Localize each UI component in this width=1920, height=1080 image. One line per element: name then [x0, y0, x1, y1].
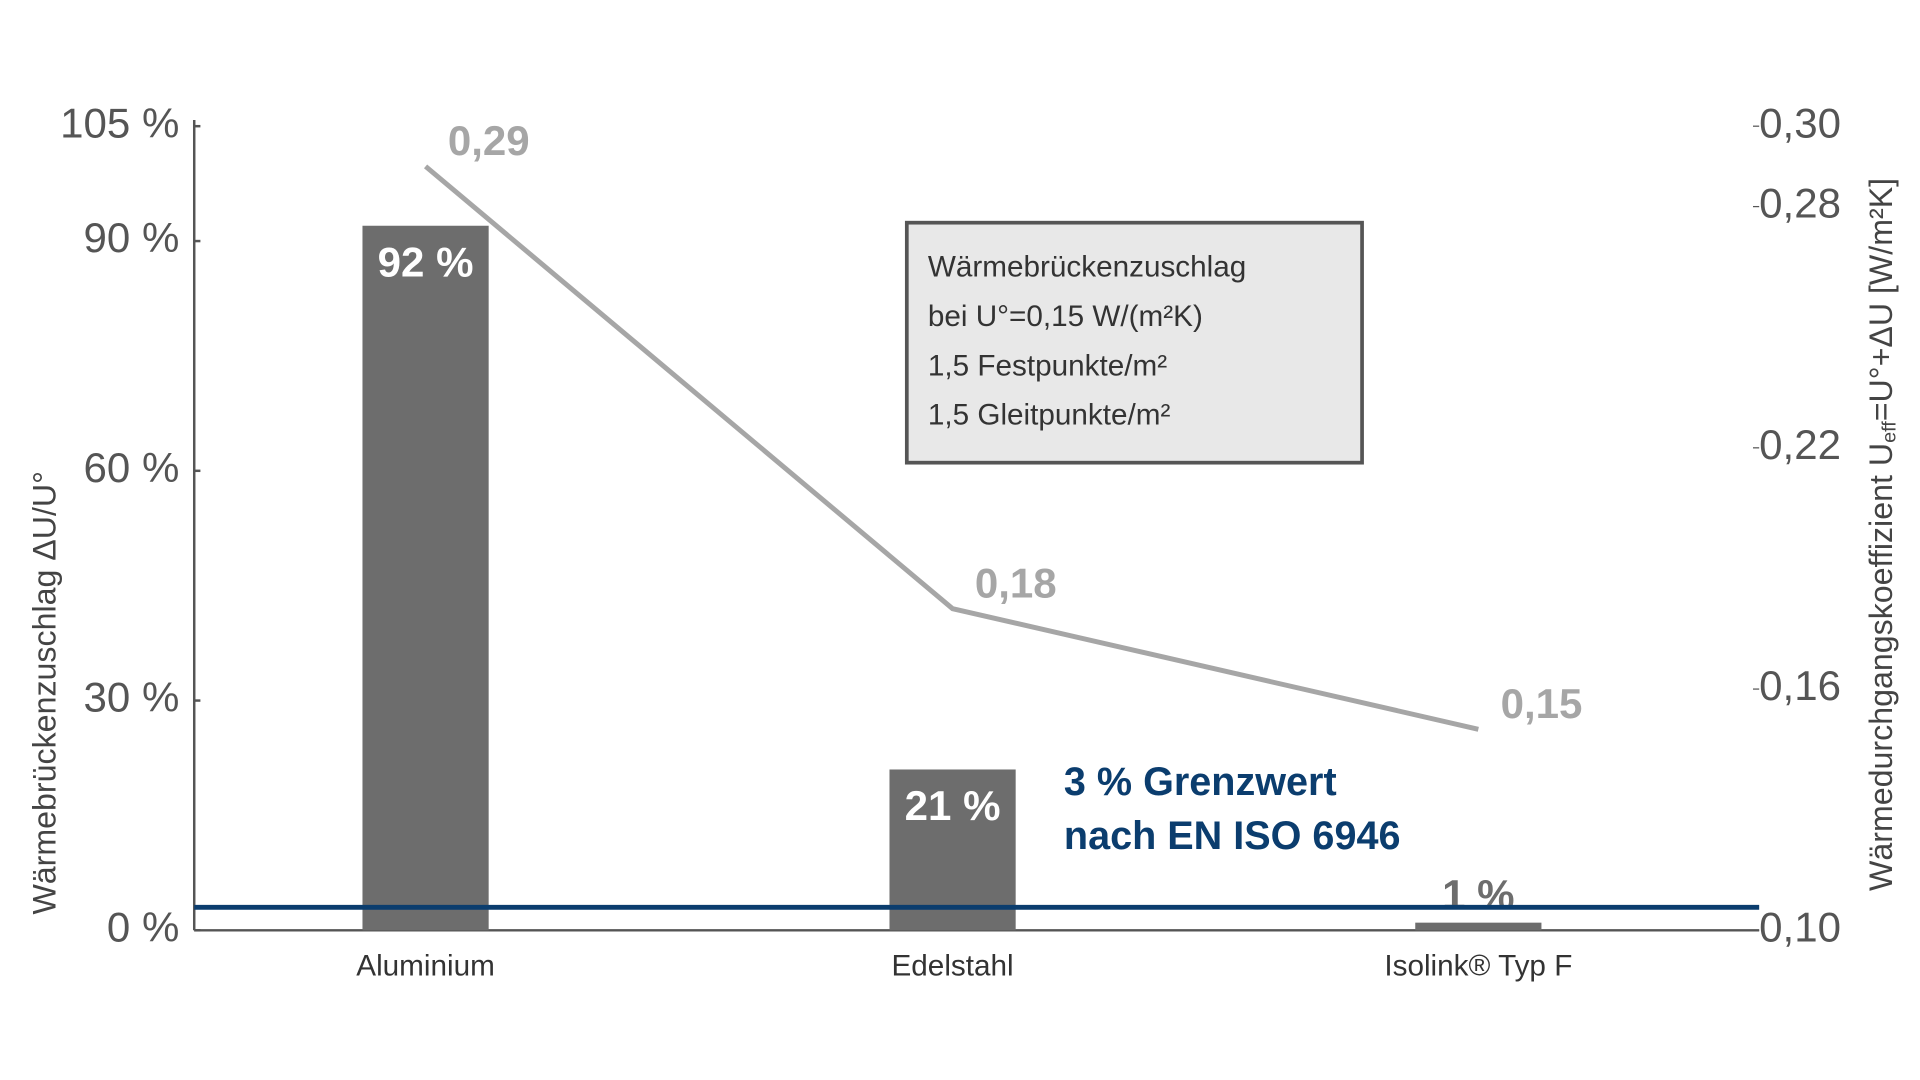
bar	[1415, 922, 1542, 931]
info-box-line: Wärmebrückenzuschlag	[928, 250, 1246, 283]
y2-label-part: Wärmedurchgangskoeffizient U	[1862, 443, 1898, 891]
bar-value-label: 21 %	[905, 782, 1001, 829]
y-axis-label: Wärmebrückenzuschlag ΔU/U°	[27, 471, 63, 915]
info-box	[904, 220, 1364, 465]
bar-value-label: 92 %	[378, 238, 474, 285]
y2-tick-label: 0,16	[1759, 662, 1841, 709]
line-value-label: 0,15	[1501, 680, 1583, 727]
threshold-label: nach EN ISO 6946	[1064, 814, 1401, 858]
y-tick-label: 105 %	[60, 99, 179, 146]
line	[423, 164, 1479, 732]
y2-axis-label: Wärmedurchgangskoeffizient Ueff=U°+ΔU [W…	[1862, 178, 1900, 891]
y-tick-label: 30 %	[84, 674, 180, 721]
bar	[362, 225, 489, 931]
info-box-line: bei U°=0,15 W/(m²K)	[928, 300, 1203, 333]
y2-tick-label: 0,30	[1759, 99, 1841, 146]
y2-label-sub: eff	[1879, 421, 1901, 443]
y2-label-part: =U°+ΔU [W/m²K]	[1862, 178, 1898, 421]
y2-tick-label: 0,22	[1759, 421, 1841, 468]
line-value-label: 0,18	[975, 560, 1057, 607]
line-value-label: 0,29	[448, 117, 530, 164]
threshold-label: 3 % Grenzwert	[1064, 760, 1337, 804]
y-tick-label: 90 %	[84, 214, 180, 261]
y2-tick-label: 0,10	[1759, 903, 1841, 950]
y-tick-label: 0 %	[107, 903, 179, 950]
info-box-line: 1,5 Gleitpunkte/m²	[928, 399, 1171, 432]
info-box-line: 1,5 Festpunkte/m²	[928, 349, 1167, 382]
x-tick-label: Edelstahl	[892, 949, 1014, 982]
bar	[889, 769, 1016, 931]
y2-tick-label: 0,28	[1759, 180, 1841, 227]
bar-value-label: 1 %	[1442, 871, 1514, 918]
x-tick-label: Aluminium	[356, 949, 495, 982]
x-tick-label: Isolink® Typ F	[1384, 949, 1572, 982]
y-tick-label: 60 %	[84, 444, 180, 491]
